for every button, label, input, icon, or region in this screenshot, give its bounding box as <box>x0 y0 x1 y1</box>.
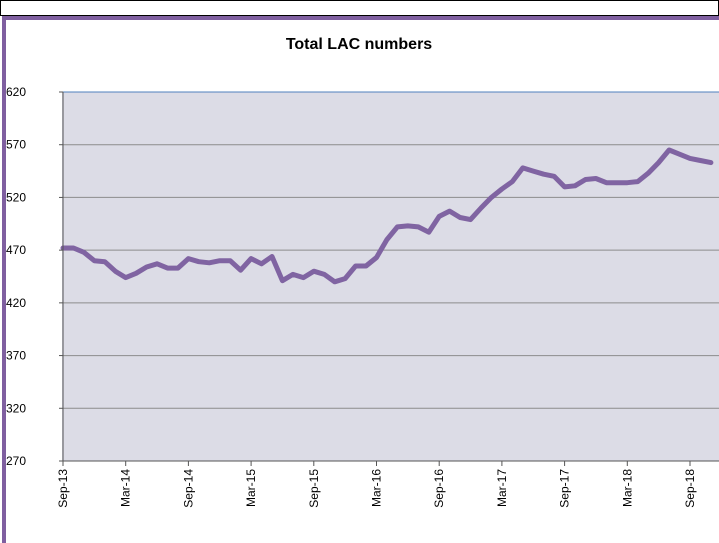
x-tick-label: Mar-14 <box>119 469 133 507</box>
x-tick-label: Sep-13 <box>56 469 70 508</box>
y-tick-label: 270 <box>6 454 26 468</box>
x-tick-label: Sep-18 <box>683 469 697 508</box>
top-box <box>0 0 719 16</box>
plot-area <box>62 92 719 461</box>
x-tick-label: Sep-16 <box>432 469 446 508</box>
x-tick-label: Mar-17 <box>495 469 509 507</box>
y-tick-label: 620 <box>6 85 26 99</box>
y-tick-label: 520 <box>6 190 26 204</box>
y-tick-label: 370 <box>6 349 26 363</box>
y-tick-label: 570 <box>6 138 26 152</box>
x-tick-label: Sep-14 <box>181 469 195 508</box>
data-line <box>60 147 714 285</box>
x-tick-label: Mar-18 <box>620 469 634 507</box>
x-tick-label: Sep-15 <box>307 469 321 508</box>
x-tick-label: Sep-17 <box>558 469 572 508</box>
x-tick-label: Mar-16 <box>370 469 384 507</box>
chart-title: Total LAC numbers <box>286 36 432 53</box>
y-tick-label: 320 <box>6 401 26 415</box>
y-tick-label: 420 <box>6 296 26 310</box>
y-tick-label: 470 <box>6 243 26 257</box>
x-tick-label: Mar-15 <box>244 469 258 507</box>
